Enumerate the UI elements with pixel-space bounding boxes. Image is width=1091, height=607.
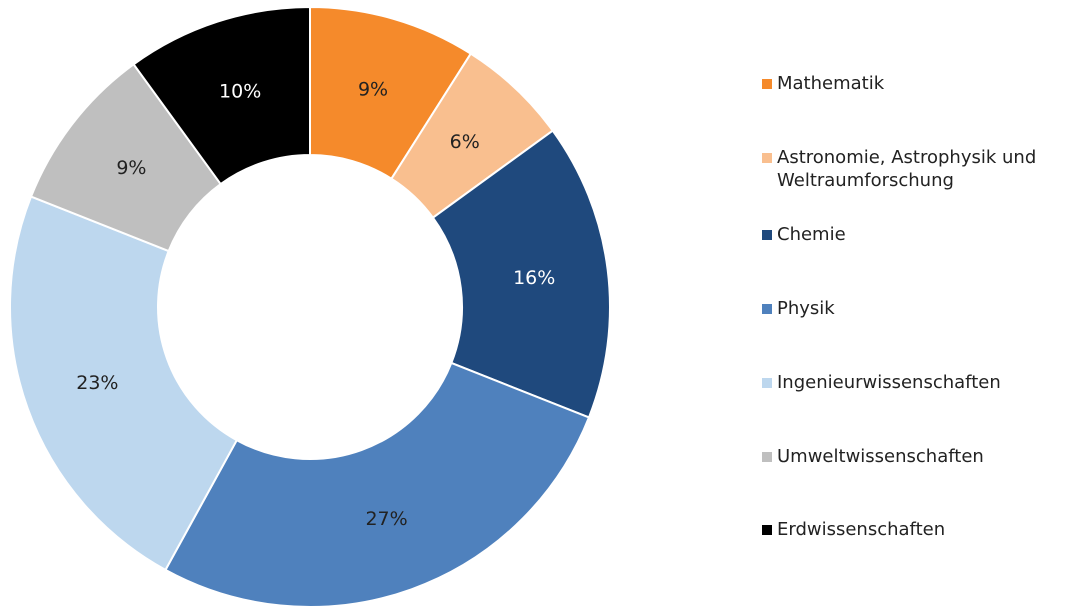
slice (132, 5, 311, 186)
legend-item: Umweltwissenschaften (762, 445, 1082, 468)
legend-item: Mathematik (762, 72, 1082, 95)
legend-swatch (762, 152, 772, 163)
data-label: 27% (365, 508, 407, 530)
legend-item: Chemie (762, 223, 1082, 246)
legend-swatch (762, 377, 772, 388)
data-label: 10% (219, 81, 261, 103)
slice (164, 361, 591, 607)
data-label: 9% (358, 78, 388, 100)
legend-swatch (762, 79, 772, 89)
legend-item: Erdwissenschaften (762, 518, 1082, 541)
data-label: 16% (513, 267, 555, 289)
legend-label: Physik (777, 298, 835, 320)
slice (431, 129, 611, 419)
legend-item: Astronomie, Astrophysik und Weltraumfors… (762, 146, 1082, 192)
legend-label: Umweltwissenschaften (777, 445, 984, 467)
legend-swatch (762, 525, 772, 536)
data-label: 23% (76, 372, 118, 394)
data-label: 9% (116, 157, 146, 179)
legend-swatch (762, 451, 772, 462)
legend-label: Chemie (777, 224, 846, 246)
data-label: 6% (450, 131, 480, 153)
legend-label: Erdwissenschaften (777, 519, 946, 541)
legend-swatch (762, 304, 772, 315)
legend-item: Physik (762, 297, 1082, 320)
legend-label: Astronomie, Astrophysik und Weltraumfors… (777, 146, 1037, 191)
legend-label: Mathematik (777, 73, 885, 94)
legend-label: Ingenieurwissenschaften (777, 371, 1001, 393)
slice (9, 195, 239, 572)
legend-swatch (762, 230, 772, 241)
legend-item: Ingenieurwissenschaften (762, 371, 1082, 394)
